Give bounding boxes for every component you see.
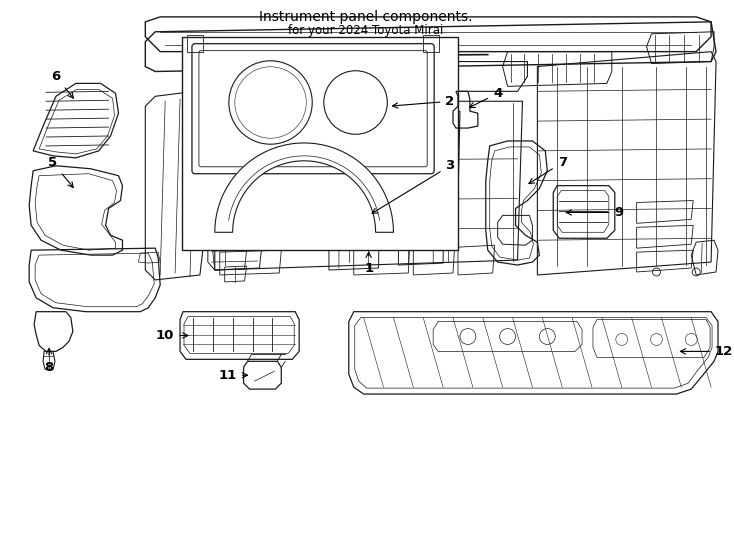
Text: 8: 8 [45,348,54,374]
Text: for your 2024 Toyota Mirai: for your 2024 Toyota Mirai [288,24,443,37]
Bar [182,37,458,250]
Polygon shape [215,143,393,232]
Text: 11: 11 [219,369,247,382]
Text: 1: 1 [364,252,373,274]
Text: 6: 6 [51,70,73,98]
Text: Instrument panel components.: Instrument panel components. [259,10,473,24]
Text: 2: 2 [393,94,454,108]
Text: 12: 12 [680,345,733,358]
Text: 7: 7 [529,156,567,184]
Text: 10: 10 [156,329,188,342]
Text: 5: 5 [48,156,73,187]
FancyBboxPatch shape [192,44,434,174]
Text: 4: 4 [470,87,502,107]
Text: 3: 3 [372,159,454,213]
Text: 9: 9 [566,206,623,219]
FancyBboxPatch shape [199,51,427,167]
